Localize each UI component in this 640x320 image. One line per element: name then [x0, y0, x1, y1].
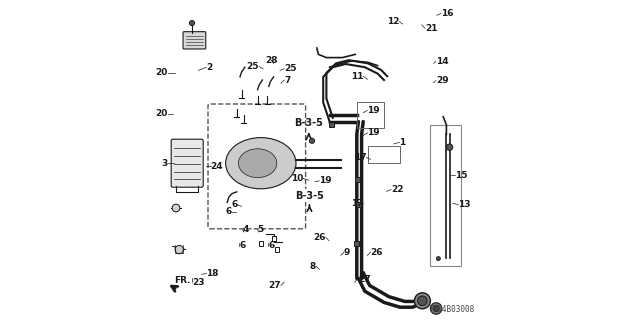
FancyBboxPatch shape: [172, 139, 204, 187]
Text: 21: 21: [425, 24, 438, 33]
Text: 10: 10: [291, 174, 303, 183]
Circle shape: [447, 144, 453, 150]
Circle shape: [433, 305, 439, 312]
Text: 26: 26: [313, 233, 326, 242]
Bar: [329, 122, 334, 127]
Text: 17: 17: [354, 153, 366, 162]
Text: 25: 25: [284, 64, 297, 73]
Text: 17: 17: [351, 199, 364, 208]
Bar: [272, 236, 275, 241]
Circle shape: [436, 257, 440, 260]
Text: 1: 1: [399, 138, 406, 147]
Text: 15: 15: [455, 171, 468, 180]
Circle shape: [415, 293, 431, 309]
Ellipse shape: [239, 149, 277, 178]
Text: 19: 19: [367, 106, 380, 115]
Text: 20: 20: [156, 68, 168, 77]
Bar: [275, 247, 279, 252]
Bar: [355, 241, 360, 246]
Circle shape: [172, 204, 180, 212]
Text: 27: 27: [268, 281, 281, 290]
Text: 14: 14: [436, 57, 449, 66]
Bar: [355, 177, 360, 182]
Text: 22: 22: [391, 185, 404, 194]
Text: B-3-5: B-3-5: [295, 191, 324, 201]
Text: 25: 25: [246, 62, 259, 71]
Circle shape: [417, 296, 428, 306]
Text: B-3-5: B-3-5: [294, 118, 323, 128]
Circle shape: [189, 20, 195, 26]
Text: 26: 26: [371, 248, 383, 257]
Circle shape: [430, 303, 442, 314]
Text: 6: 6: [226, 207, 232, 216]
Text: 18: 18: [206, 269, 219, 278]
Text: 3: 3: [162, 159, 168, 168]
Text: 27: 27: [358, 275, 371, 284]
Bar: [368, 146, 400, 163]
Text: 29: 29: [436, 76, 449, 85]
Text: 19: 19: [319, 176, 332, 185]
Bar: [259, 241, 263, 246]
Bar: [356, 202, 361, 207]
Text: FR.: FR.: [174, 276, 191, 285]
Text: T7S4B03008: T7S4B03008: [429, 305, 475, 314]
Text: 2: 2: [206, 63, 212, 72]
Text: 11: 11: [351, 72, 364, 81]
Text: 4: 4: [243, 225, 249, 234]
Ellipse shape: [226, 138, 296, 189]
Text: 23: 23: [192, 278, 205, 287]
Text: 6: 6: [231, 200, 237, 209]
Text: 5: 5: [258, 225, 264, 234]
Circle shape: [175, 245, 184, 254]
Text: 28: 28: [265, 56, 278, 65]
Text: 24: 24: [211, 162, 223, 171]
Text: 6: 6: [239, 241, 246, 250]
Text: 16: 16: [441, 9, 454, 18]
Text: 9: 9: [344, 248, 350, 257]
FancyBboxPatch shape: [183, 32, 206, 49]
Text: 8: 8: [310, 262, 316, 271]
Text: 13: 13: [458, 200, 471, 209]
Circle shape: [310, 138, 315, 143]
Text: 19: 19: [367, 128, 380, 137]
Bar: [430, 125, 461, 266]
Text: 7: 7: [284, 76, 291, 84]
Text: 6: 6: [268, 241, 275, 250]
Text: 20: 20: [156, 109, 168, 118]
Text: 12: 12: [387, 17, 399, 26]
Bar: [357, 102, 384, 128]
